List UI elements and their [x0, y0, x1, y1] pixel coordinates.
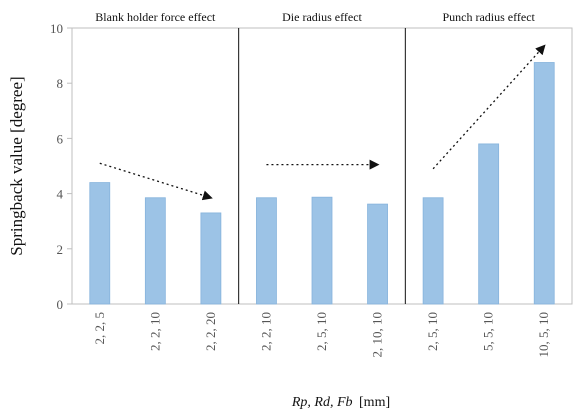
y-tick-label: 10 — [50, 21, 63, 36]
y-tick-label: 0 — [57, 297, 64, 312]
y-tick-label: 8 — [57, 76, 64, 91]
x-axis-label: Rp, Rd, Fb [mm] — [291, 395, 390, 410]
panel-dividers — [238, 28, 406, 304]
y-axis-label: Springback value [degree] — [7, 76, 26, 255]
panel-title: Blank holder force effect — [95, 10, 216, 24]
x-tick-label: 10, 5, 10 — [536, 312, 551, 358]
panel-titles: Blank holder force effect Die radius effe… — [95, 10, 535, 24]
bar — [533, 62, 555, 305]
bars — [89, 62, 555, 305]
bar — [422, 197, 444, 305]
x-tick-label: 5, 5, 10 — [481, 312, 496, 351]
y-tick-label: 6 — [57, 131, 64, 146]
trend-arrows — [99, 44, 546, 201]
x-tick-label: 2, 2, 10 — [258, 312, 273, 351]
bar — [311, 196, 333, 305]
y-tick-label: 4 — [57, 187, 64, 202]
trend-arrow — [99, 162, 213, 201]
y-tick-label: 2 — [57, 242, 64, 257]
bar — [144, 197, 166, 305]
x-axis: 2, 2, 5 2, 2, 10 2, 2, 20 2, 2, 10 2, 5, 10 2… — [92, 312, 551, 358]
x-tick-label: 2, 10, 10 — [370, 312, 385, 358]
bar — [367, 203, 388, 305]
x-axis-label-vars: Rp, Rd, Fb — [291, 395, 353, 410]
y-axis: 0 2 4 6 8 10 — [50, 21, 72, 312]
bar — [256, 197, 277, 305]
x-tick-label: 2, 2, 20 — [203, 312, 218, 351]
x-axis-label-unit: [mm] — [359, 395, 390, 410]
x-tick-label: 2, 5, 10 — [314, 312, 329, 351]
x-tick-label: 2, 2, 10 — [147, 312, 162, 351]
panel-title: Punch radius effect — [442, 10, 535, 24]
bar — [89, 182, 111, 305]
bar — [200, 212, 222, 305]
panel-title: Die radius effect — [282, 10, 362, 24]
bar — [478, 143, 500, 305]
x-tick-label: 2, 5, 10 — [425, 312, 440, 351]
x-tick-label: 2, 2, 5 — [92, 312, 107, 345]
